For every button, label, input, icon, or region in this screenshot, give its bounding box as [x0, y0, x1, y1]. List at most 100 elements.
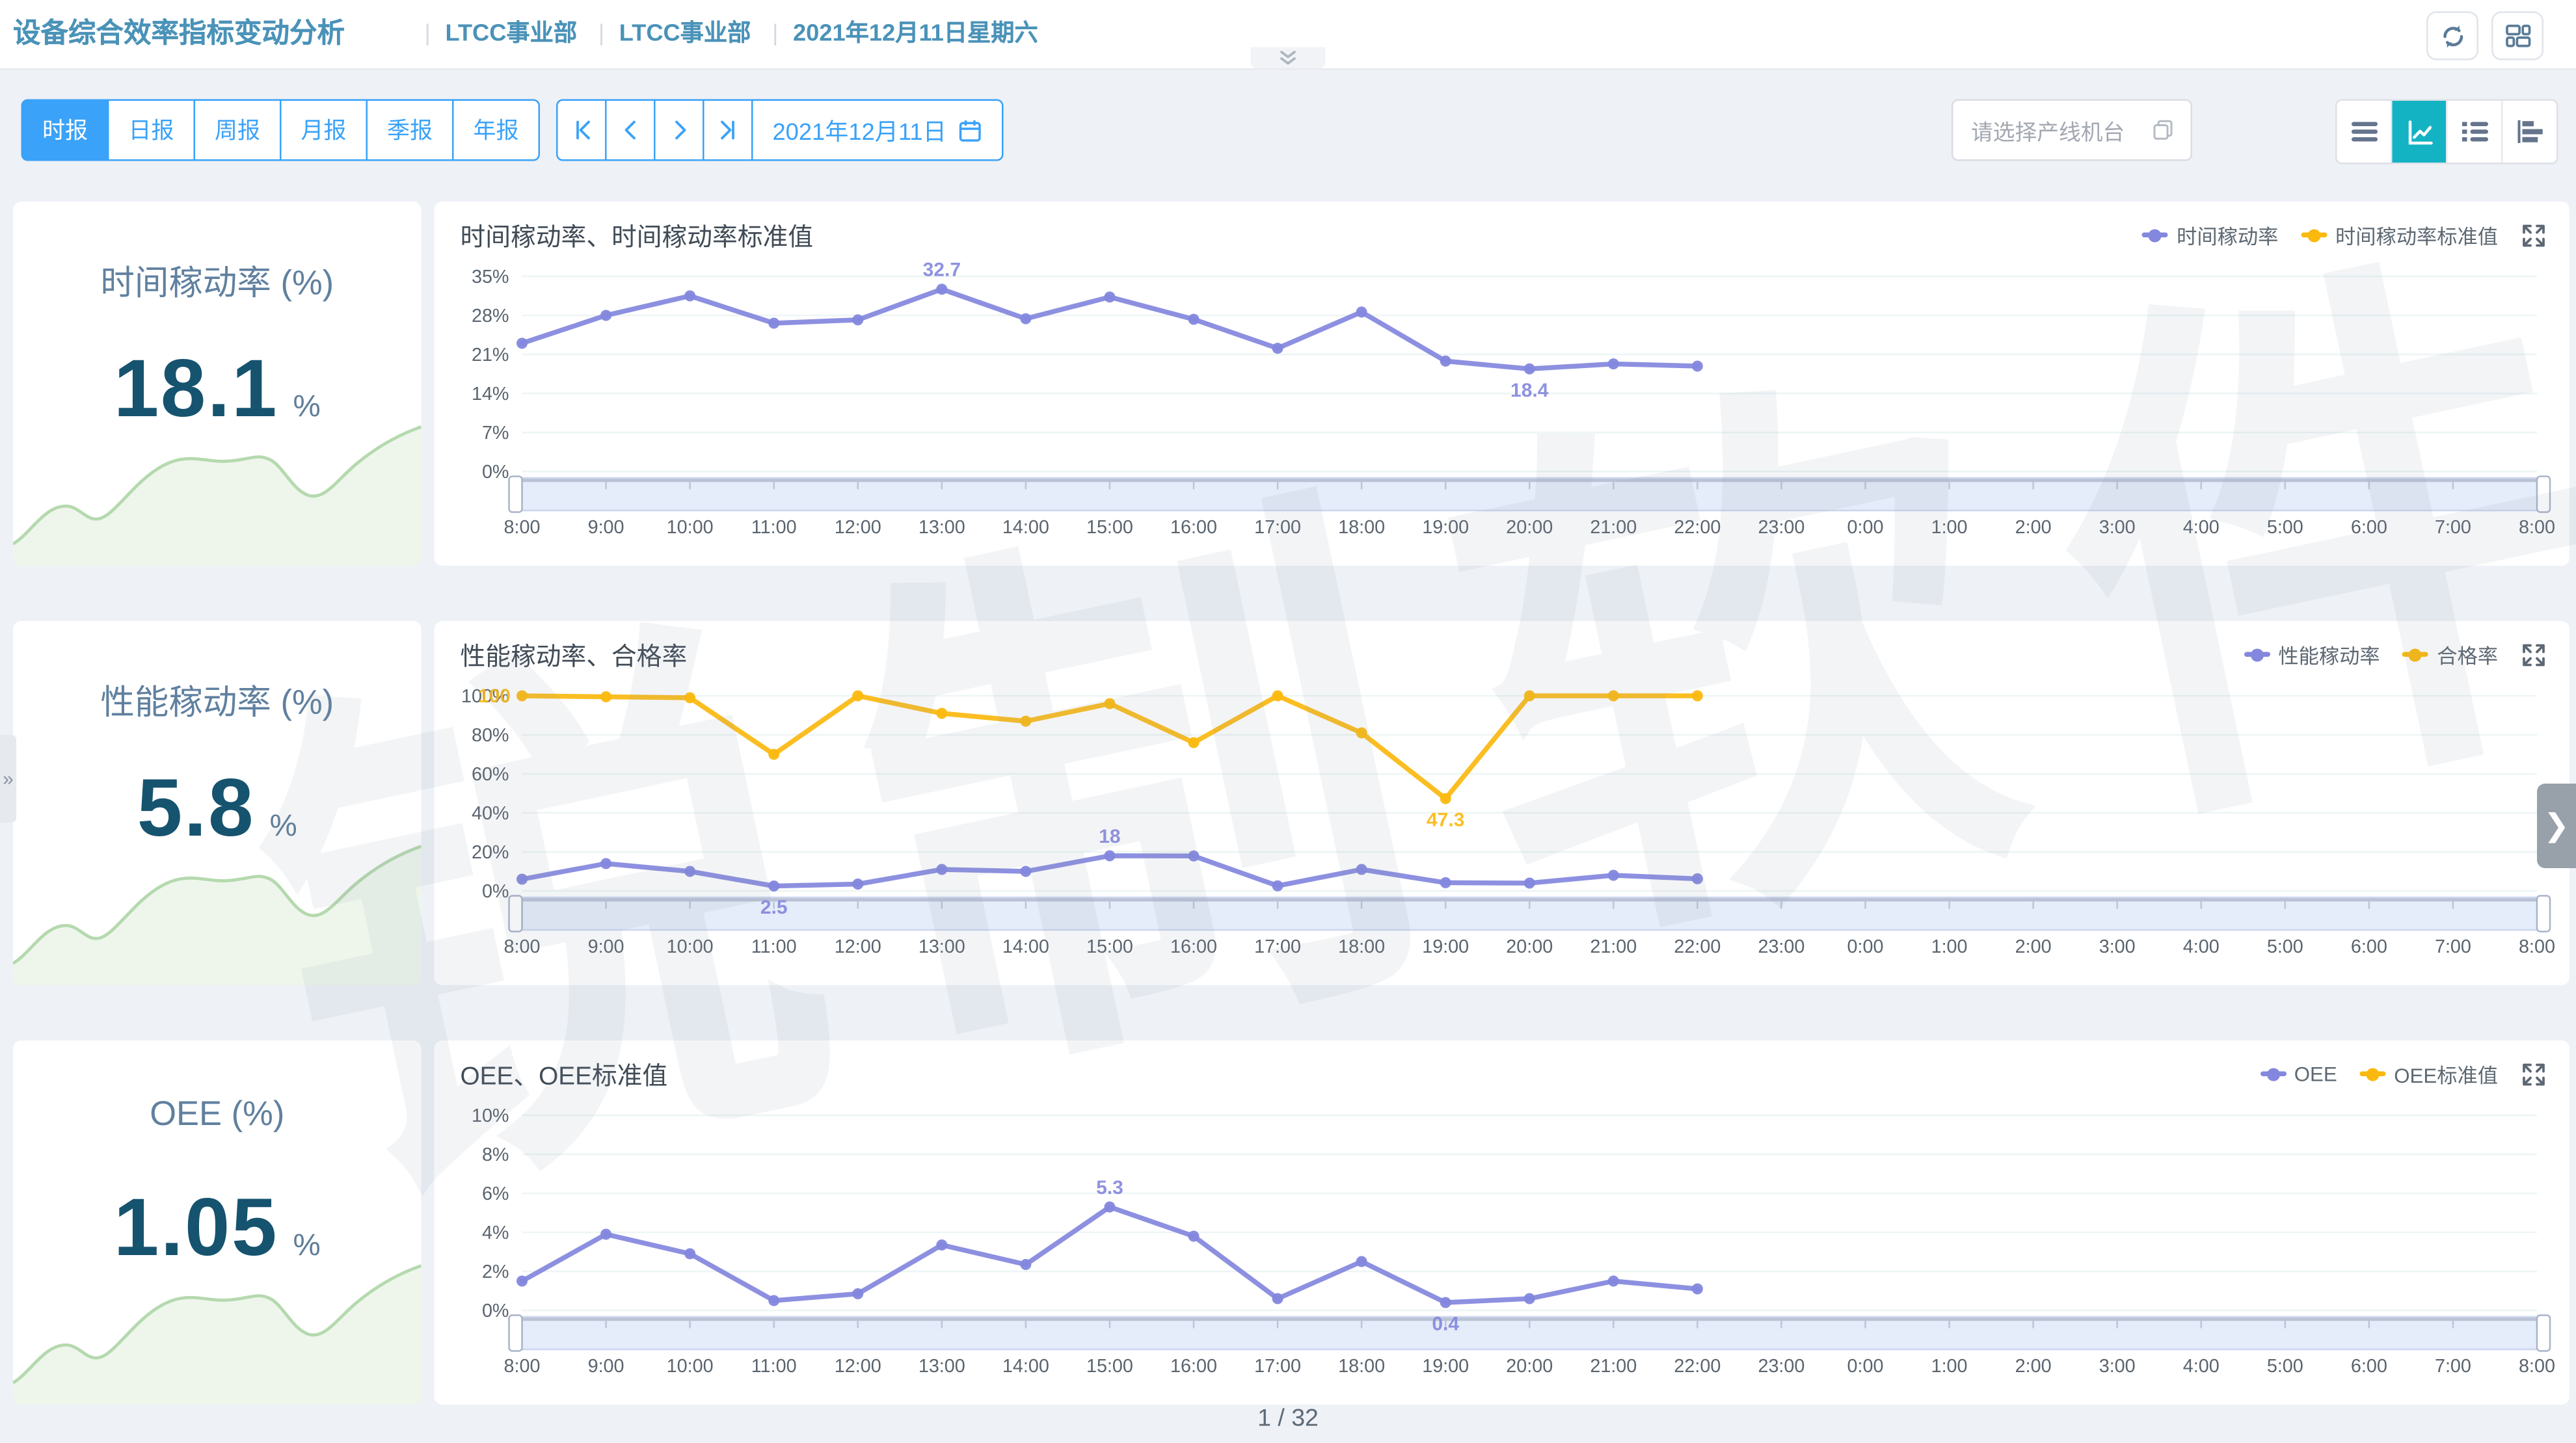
- data-point[interactable]: [1356, 727, 1367, 739]
- data-point[interactable]: [1272, 343, 1283, 354]
- data-point[interactable]: [684, 1248, 696, 1260]
- data-point[interactable]: [1523, 1293, 1535, 1304]
- refresh-button[interactable]: [2426, 11, 2478, 60]
- data-point[interactable]: [1691, 873, 1703, 884]
- data-point[interactable]: [1188, 313, 1200, 325]
- trend-chart-view-button[interactable]: [2391, 101, 2446, 163]
- data-point[interactable]: [768, 748, 780, 760]
- data-point[interactable]: [1440, 793, 1451, 804]
- list-view-button[interactable]: [2446, 101, 2501, 163]
- data-point[interactable]: [517, 873, 528, 885]
- data-point[interactable]: [1440, 355, 1451, 367]
- datazoom-handle-right[interactable]: [2536, 1314, 2551, 1352]
- data-point[interactable]: [1691, 360, 1703, 372]
- next-date-button[interactable]: [654, 99, 704, 161]
- data-point[interactable]: [684, 692, 696, 704]
- expand-icon[interactable]: [2521, 1061, 2547, 1087]
- data-point[interactable]: [1356, 864, 1367, 875]
- legend-item[interactable]: 合格率: [2402, 639, 2498, 670]
- data-point[interactable]: [1104, 698, 1116, 709]
- machine-select-input[interactable]: 请选择产线机台: [1952, 99, 2192, 161]
- datazoom-handle-right[interactable]: [2536, 475, 2551, 513]
- data-point[interactable]: [852, 879, 864, 890]
- data-point[interactable]: [852, 314, 864, 326]
- data-point[interactable]: [936, 708, 948, 719]
- data-point[interactable]: [1188, 850, 1200, 862]
- data-point[interactable]: [768, 880, 780, 892]
- collapse-toolbar-button[interactable]: [1250, 47, 1326, 68]
- data-point[interactable]: [1440, 1297, 1451, 1308]
- data-point[interactable]: [600, 858, 612, 869]
- data-point[interactable]: [600, 310, 612, 321]
- data-point[interactable]: [936, 284, 948, 295]
- data-point[interactable]: [768, 1295, 780, 1306]
- layout-button[interactable]: [2491, 11, 2543, 60]
- bar-chart-view-button[interactable]: [2501, 101, 2556, 163]
- data-point[interactable]: [1607, 690, 1619, 702]
- data-point[interactable]: [1607, 1275, 1619, 1287]
- line-chart[interactable]: 0% 7% 14% 21% 28% 35% 8:00 9:00 10:00 11:00 12:00 1…: [435, 257, 2570, 546]
- data-point[interactable]: [852, 1288, 864, 1299]
- data-point[interactable]: [1523, 363, 1535, 375]
- data-point[interactable]: [600, 1228, 612, 1240]
- data-point[interactable]: [936, 864, 948, 875]
- data-point[interactable]: [936, 1239, 948, 1251]
- data-point[interactable]: [684, 866, 696, 877]
- legend-item[interactable]: OEE: [2260, 1063, 2337, 1085]
- data-point[interactable]: [1020, 715, 1032, 727]
- data-point[interactable]: [1188, 737, 1200, 748]
- data-point[interactable]: [600, 691, 612, 702]
- data-point[interactable]: [1691, 690, 1703, 702]
- data-point[interactable]: [1272, 880, 1283, 892]
- data-point[interactable]: [1607, 869, 1619, 881]
- data-point[interactable]: [768, 317, 780, 329]
- svg-text:8:00: 8:00: [504, 517, 541, 538]
- tab-yearly[interactable]: 年报: [452, 99, 540, 161]
- data-point[interactable]: [1104, 1201, 1116, 1213]
- data-point[interactable]: [852, 690, 864, 702]
- tab-monthly[interactable]: 月报: [280, 99, 368, 161]
- data-point[interactable]: [517, 338, 528, 349]
- data-point[interactable]: [1104, 850, 1116, 862]
- data-point[interactable]: [1356, 306, 1367, 318]
- tab-quarterly[interactable]: 季报: [366, 99, 454, 161]
- expand-icon[interactable]: [2521, 222, 2547, 248]
- legend-item[interactable]: 时间稼动率标准值: [2301, 220, 2498, 251]
- menu-view-button[interactable]: [2337, 101, 2391, 163]
- legend-item[interactable]: OEE标准值: [2359, 1059, 2498, 1090]
- datazoom-handle-left[interactable]: [508, 475, 523, 513]
- data-point[interactable]: [1020, 866, 1032, 877]
- data-point[interactable]: [1104, 291, 1116, 303]
- data-point[interactable]: [684, 290, 696, 302]
- line-chart[interactable]: 0% 2% 4% 6% 8% 10% 8:00 9:00 10:00 11:00 12:00 13:0…: [435, 1096, 2570, 1385]
- data-point[interactable]: [1440, 877, 1451, 888]
- data-point[interactable]: [1523, 690, 1535, 702]
- last-date-button[interactable]: [703, 99, 753, 161]
- tab-weekly[interactable]: 周报: [193, 99, 282, 161]
- line-chart[interactable]: 0% 20% 40% 60% 80% 100% 8:00 9:00 10:00 11:00 12:0…: [435, 676, 2570, 966]
- data-point[interactable]: [1020, 313, 1032, 324]
- data-point[interactable]: [1356, 1256, 1367, 1267]
- tab-hourly[interactable]: 时报: [21, 99, 109, 161]
- data-point[interactable]: [517, 690, 528, 702]
- data-point[interactable]: [517, 1275, 528, 1287]
- data-point[interactable]: [1272, 1293, 1283, 1304]
- datazoom-handle-left[interactable]: [508, 895, 523, 933]
- datazoom-handle-left[interactable]: [508, 1314, 523, 1352]
- expand-icon[interactable]: [2521, 641, 2547, 667]
- date-picker[interactable]: 2021年12月11日: [751, 99, 1004, 161]
- next-page-button[interactable]: ❯: [2537, 784, 2576, 868]
- data-point[interactable]: [1523, 877, 1535, 889]
- legend-item[interactable]: 时间稼动率: [2142, 220, 2278, 251]
- data-point[interactable]: [1020, 1259, 1032, 1270]
- tab-daily[interactable]: 日报: [107, 99, 195, 161]
- data-point[interactable]: [1188, 1230, 1200, 1242]
- datazoom-handle-right[interactable]: [2536, 895, 2551, 933]
- data-point[interactable]: [1272, 690, 1283, 702]
- expand-side-panel-button[interactable]: »: [0, 735, 16, 823]
- prev-date-button[interactable]: [605, 99, 656, 161]
- data-point[interactable]: [1607, 358, 1619, 370]
- data-point[interactable]: [1691, 1283, 1703, 1295]
- first-date-button[interactable]: [556, 99, 607, 161]
- legend-item[interactable]: 性能稼动率: [2244, 639, 2380, 670]
